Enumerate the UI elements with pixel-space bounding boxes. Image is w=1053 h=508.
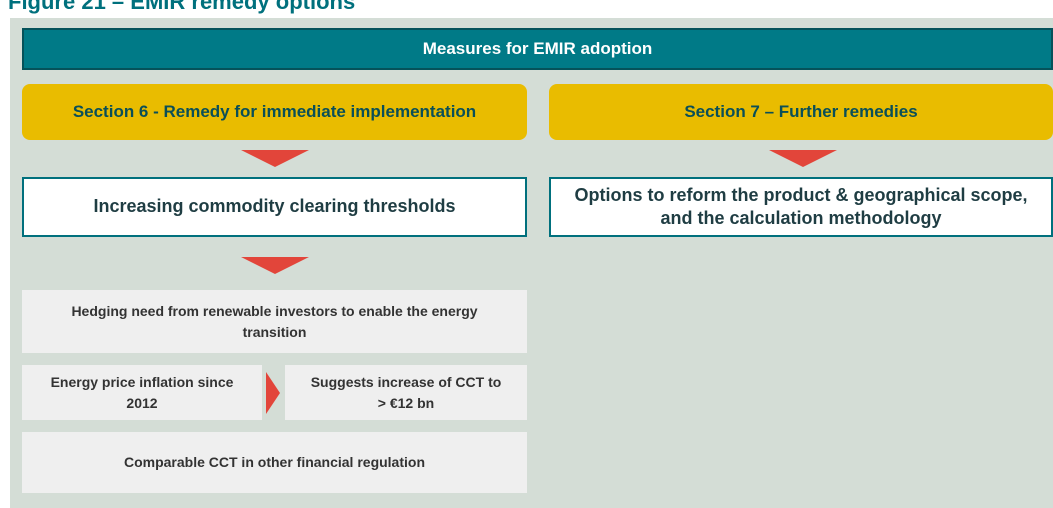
detail-box: Comparable CCT in other financial regula… [22, 432, 527, 493]
arrow [241, 150, 309, 167]
section-title: Section 7 – Further remedies [549, 84, 1053, 140]
section-title: Section 6 - Remedy for immediate impleme… [22, 84, 527, 140]
header-bar: Measures for EMIR adoption [22, 28, 1053, 70]
arrow [266, 372, 280, 414]
detail-box: Suggests increase of CCT to > €12 bn [285, 365, 527, 420]
figure-title: Figure 21 – EMIR remedy options [8, 0, 356, 14]
detail-box: Hedging need from renewable investors to… [22, 290, 527, 353]
remedy-box: Options to reform the product & geograph… [549, 177, 1053, 237]
arrow [241, 257, 309, 274]
detail-box: Energy price inflation since 2012 [22, 365, 262, 420]
arrow [769, 150, 837, 167]
remedy-box: Increasing commodity clearing thresholds [22, 177, 527, 237]
